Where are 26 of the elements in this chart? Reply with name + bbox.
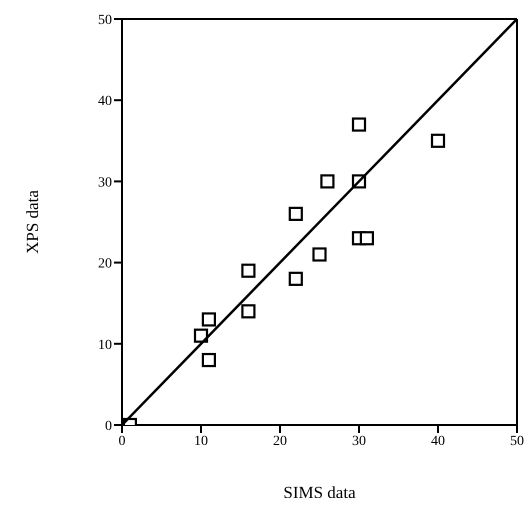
point <box>241 264 256 278</box>
x-tick-label: 10 <box>194 434 208 449</box>
point <box>288 206 303 221</box>
point <box>312 247 327 262</box>
x-tick-label: 40 <box>431 434 445 449</box>
x-tick-label: 30 <box>352 434 366 449</box>
y-tick-label: 50 <box>98 12 112 28</box>
y-axis-title: XPS data <box>23 190 42 254</box>
x-axis-title: SIMS data <box>283 483 356 502</box>
point <box>288 272 303 286</box>
point <box>360 231 374 246</box>
point <box>194 328 208 343</box>
x-tick-label: 20 <box>273 434 287 449</box>
x-tick-label: 0 <box>118 434 126 449</box>
y-tick-label: 0 <box>105 418 112 434</box>
y-tick-label: 30 <box>98 175 112 190</box>
y-tick-label: 20 <box>98 256 112 272</box>
y-tick-label: 10 <box>98 338 112 353</box>
point <box>241 304 256 318</box>
point <box>320 174 334 188</box>
point <box>202 312 216 327</box>
point <box>202 352 216 368</box>
x-tick-label: 50 <box>510 434 524 449</box>
point <box>352 117 366 132</box>
point <box>430 134 446 148</box>
y-tick-label: 40 <box>98 94 112 110</box>
